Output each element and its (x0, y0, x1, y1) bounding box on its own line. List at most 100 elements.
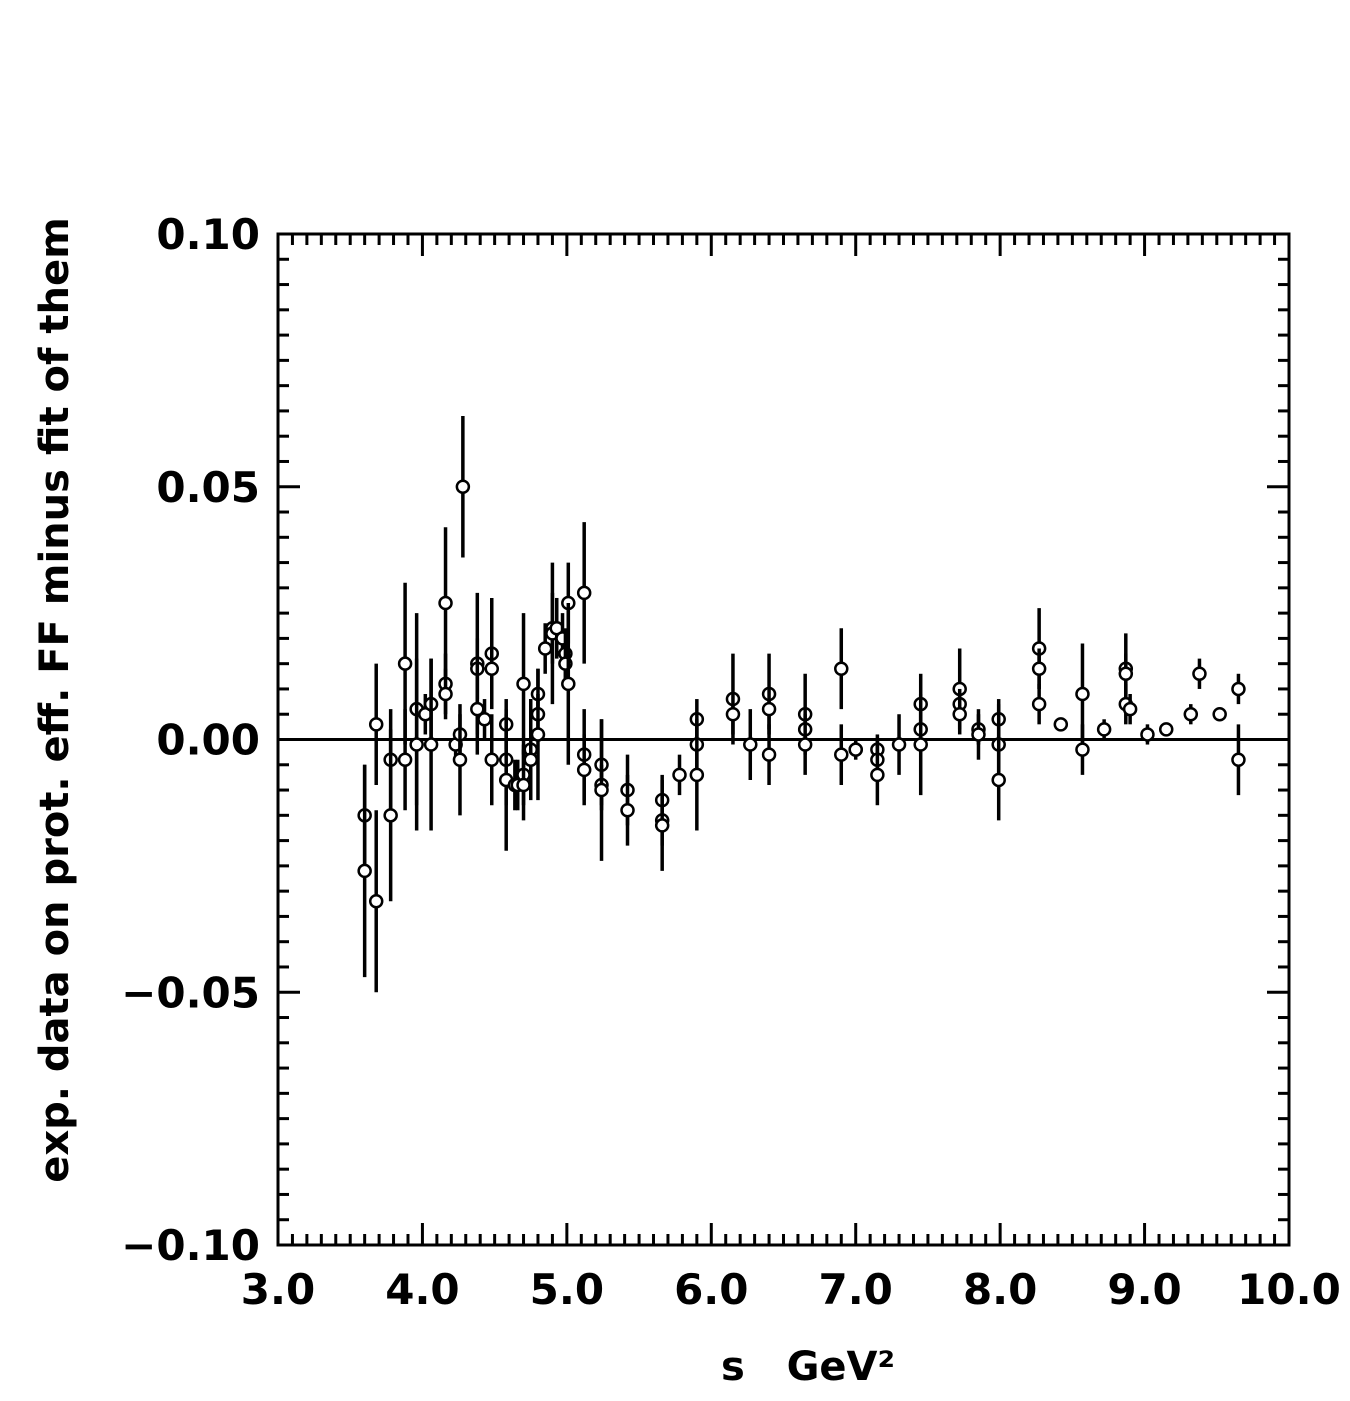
point-marker (991, 772, 1006, 788)
data-point (1231, 673, 1246, 705)
point-marker (761, 747, 777, 762)
point-marker (743, 737, 758, 752)
point-marker (516, 676, 531, 692)
data-point (576, 522, 592, 664)
point-marker (1192, 666, 1207, 682)
x-tick-label: 3.0 (241, 1265, 315, 1314)
point-marker (1096, 722, 1112, 737)
point-marker (797, 737, 813, 752)
data-point (1031, 648, 1047, 689)
data-point (516, 613, 531, 755)
y-tick-label: 0.05 (156, 463, 260, 512)
y-tick-label: −0.05 (121, 968, 260, 1017)
data-point (523, 729, 538, 791)
point-marker (409, 737, 424, 752)
point-marker (952, 706, 967, 722)
data-point (1096, 719, 1112, 740)
data-point (725, 694, 741, 735)
data-point (761, 724, 777, 785)
data-point (368, 663, 384, 785)
data-point (1122, 694, 1138, 725)
data-point (1183, 704, 1199, 725)
data-point (952, 694, 967, 735)
data-point (594, 719, 609, 861)
point-marker (576, 762, 592, 778)
point-marker (1158, 722, 1174, 737)
data-point (1031, 683, 1047, 725)
data-point (689, 719, 705, 831)
data-point (848, 742, 863, 757)
point-marker (725, 706, 741, 722)
data-point (1075, 724, 1090, 775)
point-marker (1075, 742, 1090, 757)
point-marker (1231, 752, 1246, 767)
point-marker (834, 747, 849, 762)
point-marker (891, 737, 907, 752)
data-point (397, 709, 413, 811)
point-marker (530, 727, 546, 742)
point-marker (484, 661, 500, 676)
point-marker (576, 585, 592, 601)
data-point (452, 704, 468, 816)
point-marker (1212, 706, 1227, 722)
data-point (1158, 722, 1174, 737)
point-marker (1122, 701, 1138, 717)
y-axis-label: exp. data on prot. eff. FF minus fit of … (32, 217, 78, 1183)
data-point (1212, 706, 1227, 722)
data-point (477, 699, 492, 740)
point-marker (672, 767, 687, 783)
point-marker (477, 712, 492, 727)
data-point (438, 668, 453, 720)
data-point (484, 714, 500, 806)
data-point (576, 734, 592, 806)
data-point (409, 658, 424, 831)
point-marker (383, 808, 398, 823)
data-point (870, 744, 885, 806)
data-point (797, 714, 813, 775)
data-point (1140, 724, 1155, 745)
point-marker (971, 727, 986, 742)
point-marker (1118, 666, 1134, 682)
point-marker (452, 752, 468, 767)
data-point (484, 643, 500, 695)
point-marker (1053, 717, 1069, 732)
point-marker (848, 742, 863, 757)
point-marker (455, 479, 471, 494)
data-point (1053, 717, 1069, 732)
data-point (620, 774, 635, 846)
data-point (991, 739, 1006, 821)
point-marker (1075, 686, 1090, 702)
point-marker (689, 767, 705, 783)
x-tick-label: 4.0 (385, 1265, 459, 1314)
point-marker (834, 661, 849, 676)
data-point (891, 714, 907, 775)
point-marker (620, 803, 635, 818)
data-point (834, 628, 849, 710)
point-marker (1183, 706, 1199, 722)
data-point (516, 749, 531, 821)
point-marker (357, 863, 372, 879)
point-marker (484, 752, 500, 767)
point-marker (654, 818, 670, 833)
point-marker (1140, 727, 1155, 742)
data-point (423, 658, 439, 831)
data-point (470, 663, 485, 755)
data-point (383, 729, 398, 902)
x-axis-label: s GeV² (721, 1344, 895, 1390)
data-point (834, 724, 849, 785)
point-marker (368, 717, 384, 732)
point-marker (438, 686, 453, 702)
data-point (1231, 724, 1246, 796)
point-marker (516, 777, 531, 793)
y-tick-label: 0.00 (156, 716, 260, 765)
data-point (368, 810, 384, 993)
data-point (561, 603, 576, 765)
point-marker (1231, 681, 1246, 697)
data-point (761, 688, 777, 730)
data-points (357, 415, 1246, 993)
x-tick-label: 9.0 (1107, 1265, 1181, 1314)
point-marker (561, 676, 576, 692)
point-marker (397, 656, 413, 671)
point-marker (537, 641, 553, 656)
